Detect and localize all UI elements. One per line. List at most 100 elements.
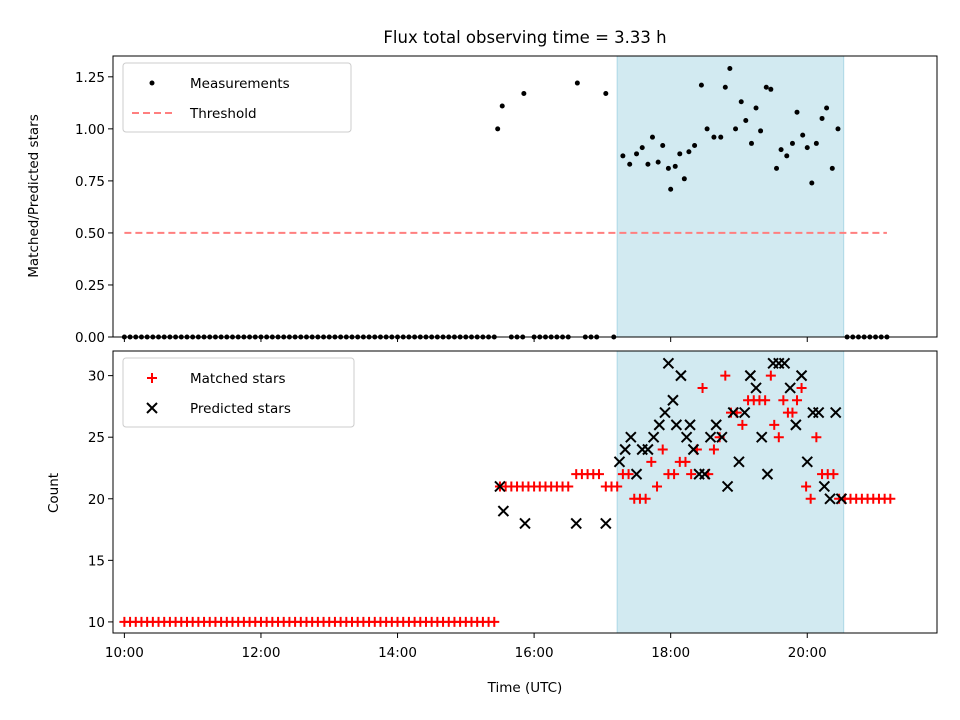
measurement-point bbox=[686, 149, 692, 155]
bottom-y-tick-label: 25 bbox=[88, 430, 105, 446]
chart-title: Flux total observing time = 3.33 h bbox=[383, 28, 666, 47]
predicted-star-point bbox=[519, 517, 531, 530]
bottom-y-axis-label: Count bbox=[46, 473, 62, 513]
predicted-star-point bbox=[835, 493, 848, 505]
bottom-axes-frame bbox=[112, 350, 938, 634]
predicted-star-point bbox=[653, 419, 666, 431]
measurement-point bbox=[722, 84, 728, 90]
matched-star-point bbox=[669, 469, 680, 480]
measurement-point bbox=[677, 151, 683, 157]
measurement-point bbox=[620, 153, 626, 159]
predicted-star-point bbox=[790, 419, 802, 431]
matched-star-point bbox=[811, 432, 822, 443]
predicted-star-point bbox=[801, 456, 813, 468]
predicted-star-point bbox=[675, 369, 687, 382]
predicted-star-point bbox=[497, 505, 510, 517]
predicted-star-point bbox=[704, 431, 717, 443]
matched-star-point bbox=[612, 481, 623, 492]
matched-star-point bbox=[563, 481, 574, 492]
bottom-panel: 10 15 20 25 30 10:00 12:00 14:00 16:00 18:00 20:00… bbox=[88, 350, 938, 661]
x-tick-label: 12:00 bbox=[242, 645, 281, 661]
predicted-star-point bbox=[738, 406, 751, 419]
top-y-axis-label: Matched/Predicted stars bbox=[26, 114, 42, 277]
matched-star-point bbox=[646, 456, 657, 467]
x-tick-label: 16:00 bbox=[515, 645, 554, 661]
measurement-point bbox=[655, 159, 661, 165]
measurement-point bbox=[809, 180, 815, 186]
predicted-star-point bbox=[619, 443, 631, 456]
predicted-star-point bbox=[659, 406, 671, 419]
predicted-star-point bbox=[710, 419, 722, 431]
matched-star-point bbox=[708, 444, 719, 455]
legend-label: Threshold bbox=[189, 106, 257, 122]
predicted-star-point bbox=[795, 369, 808, 382]
predicted-star-point bbox=[761, 468, 774, 480]
x-tick-label: 10:00 bbox=[105, 645, 144, 661]
measurement-point bbox=[668, 186, 674, 192]
matched-star-point bbox=[792, 395, 803, 406]
measurement-point bbox=[758, 128, 764, 134]
matched-star-point bbox=[489, 616, 500, 627]
measurement-point bbox=[495, 126, 501, 132]
matched-star-point bbox=[769, 419, 780, 430]
bottom-highlight-span bbox=[616, 350, 845, 634]
predicted-star-point bbox=[630, 468, 643, 480]
predicted-star-point bbox=[600, 517, 612, 530]
measurement-point bbox=[794, 109, 800, 115]
top-y-tick-label: 0.75 bbox=[75, 174, 105, 190]
legend-plus-marker bbox=[147, 373, 157, 383]
legend-x-marker bbox=[146, 402, 158, 414]
predicted-star-point bbox=[750, 382, 762, 394]
measurement-point bbox=[789, 140, 795, 146]
predicted-star-point bbox=[613, 456, 626, 468]
predicted-star-point bbox=[818, 480, 831, 493]
measurement-point bbox=[835, 126, 841, 132]
measurement-point bbox=[681, 176, 687, 182]
predicted-star-point bbox=[494, 480, 506, 493]
predicted-star-point bbox=[716, 431, 728, 443]
measurement-point bbox=[698, 82, 704, 88]
bottom-y-tick-label: 10 bbox=[88, 615, 105, 631]
x-axis-label: Time (UTC) bbox=[487, 680, 563, 696]
predicted-star-point bbox=[727, 406, 739, 419]
measurement-point bbox=[753, 105, 759, 111]
matched-star-point bbox=[796, 382, 807, 393]
bottom-y-tick-label: 15 bbox=[88, 553, 105, 569]
predicted-star-point bbox=[812, 406, 825, 419]
bottom-legend-box bbox=[122, 357, 355, 428]
bottom-y-tick-label: 20 bbox=[88, 492, 105, 508]
x-tick-label: 18:00 bbox=[651, 645, 690, 661]
top-legend: Measurements Threshold bbox=[122, 62, 352, 133]
top-y-tick-label: 1.00 bbox=[75, 122, 105, 138]
matched-star-point bbox=[652, 481, 663, 492]
matched-star-point bbox=[686, 469, 697, 480]
predicted-star-point bbox=[829, 406, 842, 419]
matched-star-point bbox=[640, 493, 651, 504]
measurement-point bbox=[813, 140, 819, 146]
measurement-point bbox=[804, 145, 810, 151]
legend-label: Matched stars bbox=[190, 371, 286, 387]
matched-star-point bbox=[787, 407, 798, 418]
matched-star-point bbox=[765, 370, 776, 381]
measurement-point bbox=[574, 80, 580, 86]
predicted-star-point bbox=[680, 431, 693, 443]
measurement-point bbox=[800, 132, 806, 138]
measurement-point bbox=[639, 145, 645, 151]
predicted-star-point bbox=[684, 419, 696, 431]
measurement-point bbox=[748, 140, 754, 146]
predicted-star-point bbox=[721, 480, 734, 493]
x-tick-label: 20:00 bbox=[788, 645, 827, 661]
measurement-point bbox=[763, 84, 769, 90]
predicted-star-point bbox=[756, 431, 768, 443]
measurement-point bbox=[743, 118, 749, 124]
matched-star-point bbox=[623, 469, 634, 480]
bottom-y-tick-label: 30 bbox=[88, 369, 105, 385]
matched-star-point bbox=[801, 481, 812, 492]
measurement-point bbox=[711, 134, 717, 140]
top-y-tick-label: 1.25 bbox=[75, 70, 105, 86]
measurement-point bbox=[649, 134, 655, 140]
predicted-star-point bbox=[733, 456, 745, 468]
top-y-tick-label: 0.50 bbox=[75, 226, 105, 242]
matched-star-point bbox=[773, 432, 784, 443]
measurement-point bbox=[829, 165, 835, 171]
